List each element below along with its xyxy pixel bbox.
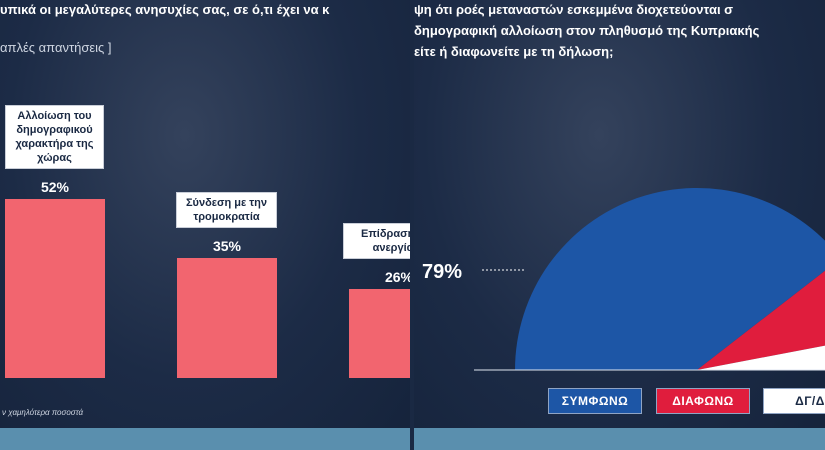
value-label: 35% [212,237,242,254]
legend-entry: ΔΓ/Δ [763,388,825,414]
bottom-strip [0,428,410,450]
chart-title: ψη ότι ροές μεταναστών εσκεμμένα διοχετε… [414,2,734,17]
bar [349,288,410,378]
value-label: 79% [422,261,462,283]
category-label: Σύνδεση με την τρομοκρατία [176,191,277,228]
left-panel: υπικά οι μεγαλύτερες ανησυχίες σας, σε ό… [0,0,410,450]
pie-slice [697,270,825,370]
legend-entry: ΣΥΜΦΩΝΩ [548,388,642,414]
pie-slice [697,345,825,370]
category-label: Αλλοίωση του δημογραφικού χαρακτήρα της … [5,105,104,170]
chart-title: είτε ή διαφωνείτε με τη δήλωση; [414,44,614,59]
chart-subtitle: απλές απαντήσεις ] [0,40,112,55]
bar [177,257,277,378]
chart-title: δημογραφική αλλοίωση στον πληθυσμό της Κ… [414,23,760,38]
pie-chart: 79% [422,188,825,371]
chart-title: υπικά οι μεγαλύτερες ανησυχίες σας, σε ό… [0,2,330,17]
footnote: ν χαμηλότερα ποσοστά [2,408,84,417]
category-label: Επίδραση σ ανεργία [343,222,410,259]
value-label: 26% [384,268,410,285]
right-panel: 79% ψη ότι ροές μεταναστών εσκεμμένα διο… [414,0,825,450]
value-label: 52% [40,179,70,196]
bar [5,199,105,378]
legend-entry: ΔΙΑΦΩΝΩ [656,388,750,414]
pie-slice [515,188,825,370]
bottom-strip [414,428,825,450]
